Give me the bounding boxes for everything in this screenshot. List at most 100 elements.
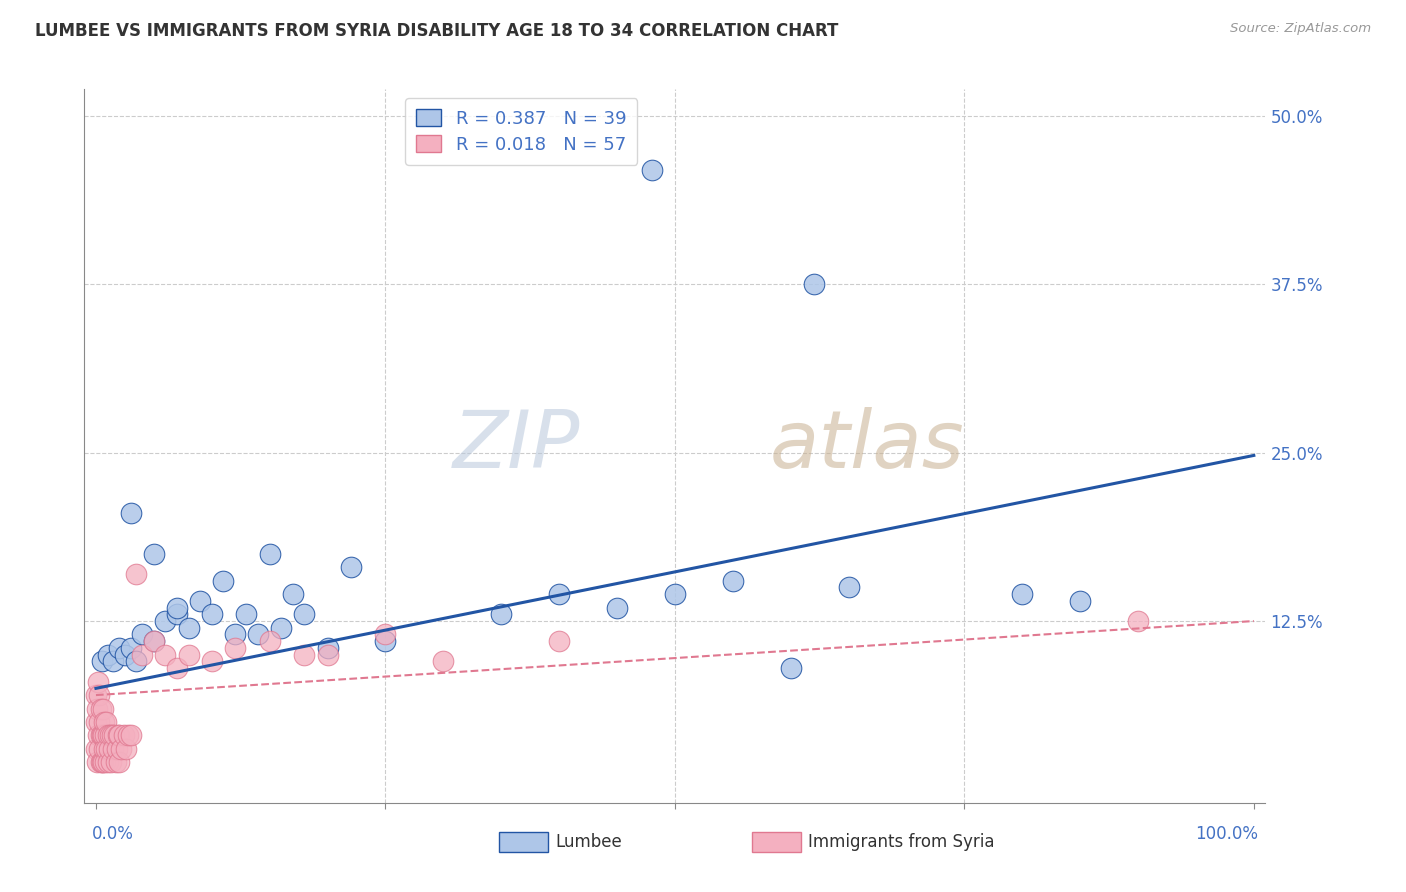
Point: [803, 277, 825, 292]
Point: [166, 607, 188, 622]
Point: [125, 655, 148, 669]
Point: [374, 634, 396, 648]
Point: [93, 714, 115, 729]
Point: [131, 648, 153, 662]
Point: [104, 756, 127, 770]
Point: [641, 163, 664, 178]
Point: [270, 621, 292, 635]
Point: [247, 627, 270, 641]
Point: [112, 729, 135, 743]
Point: [84, 742, 107, 756]
Point: [155, 648, 177, 662]
Point: [91, 701, 114, 715]
Point: [155, 614, 177, 628]
Point: [98, 729, 121, 743]
Point: [84, 688, 107, 702]
Point: [224, 640, 246, 655]
Point: [89, 714, 111, 729]
Text: atlas: atlas: [769, 407, 965, 485]
Point: [177, 621, 200, 635]
Point: [212, 574, 235, 588]
Point: [316, 648, 339, 662]
Point: [101, 729, 124, 743]
Point: [606, 600, 628, 615]
Point: [120, 506, 142, 520]
Point: [108, 640, 131, 655]
Point: [131, 627, 153, 641]
Point: [87, 729, 110, 743]
Point: [86, 756, 108, 770]
Point: [103, 655, 125, 669]
Point: [91, 729, 114, 743]
Point: [117, 729, 139, 743]
Point: [779, 661, 801, 675]
Point: [90, 756, 112, 770]
Point: [177, 648, 200, 662]
Point: [432, 655, 454, 669]
Point: [115, 742, 138, 756]
Point: [90, 729, 112, 743]
Point: [96, 714, 118, 729]
Point: [94, 729, 117, 743]
Point: [142, 634, 165, 648]
Point: [339, 560, 361, 574]
Point: [201, 655, 224, 669]
Point: [1011, 587, 1033, 601]
Point: [142, 634, 165, 648]
Text: Source: ZipAtlas.com: Source: ZipAtlas.com: [1230, 22, 1371, 36]
Point: [103, 729, 125, 743]
Point: [259, 547, 281, 561]
Point: [1069, 594, 1091, 608]
Point: [235, 607, 257, 622]
Point: [84, 714, 107, 729]
Point: [721, 574, 744, 588]
Point: [838, 580, 860, 594]
Point: [96, 729, 118, 743]
Point: [374, 627, 396, 641]
Point: [91, 756, 114, 770]
Point: [96, 648, 118, 662]
Point: [120, 640, 142, 655]
Point: [489, 607, 512, 622]
Point: [100, 756, 122, 770]
Point: [103, 742, 125, 756]
Point: [93, 742, 115, 756]
Point: [97, 742, 120, 756]
Point: [201, 607, 224, 622]
Text: LUMBEE VS IMMIGRANTS FROM SYRIA DISABILITY AGE 18 TO 34 CORRELATION CHART: LUMBEE VS IMMIGRANTS FROM SYRIA DISABILI…: [35, 22, 838, 40]
Point: [89, 742, 111, 756]
Point: [90, 701, 112, 715]
Point: [281, 587, 304, 601]
Point: [114, 648, 136, 662]
Point: [188, 594, 211, 608]
Point: [548, 634, 571, 648]
Point: [108, 729, 131, 743]
Text: Lumbee: Lumbee: [555, 833, 621, 851]
Point: [105, 742, 128, 756]
Point: [86, 701, 108, 715]
Point: [96, 742, 118, 756]
Legend: R = 0.387   N = 39, R = 0.018   N = 57: R = 0.387 N = 39, R = 0.018 N = 57: [405, 98, 637, 165]
Point: [90, 756, 112, 770]
Text: 100.0%: 100.0%: [1195, 825, 1258, 843]
Point: [120, 729, 142, 743]
Point: [224, 627, 246, 641]
Point: [96, 756, 118, 770]
Point: [259, 634, 281, 648]
Point: [292, 607, 315, 622]
Point: [110, 742, 132, 756]
Point: [1126, 614, 1149, 628]
Point: [125, 566, 148, 581]
Point: [664, 587, 686, 601]
Point: [90, 655, 112, 669]
Point: [166, 661, 188, 675]
Point: [89, 688, 111, 702]
Point: [142, 547, 165, 561]
Text: 0.0%: 0.0%: [91, 825, 134, 843]
Text: ZIP: ZIP: [453, 407, 581, 485]
Point: [107, 729, 129, 743]
Point: [548, 587, 571, 601]
Point: [108, 756, 131, 770]
Point: [292, 648, 315, 662]
Point: [316, 640, 339, 655]
